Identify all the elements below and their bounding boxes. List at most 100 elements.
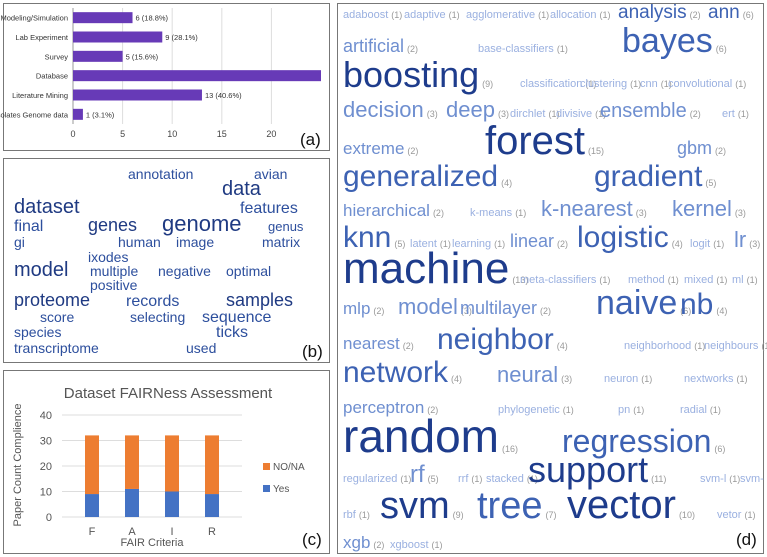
word-count: (1): [527, 474, 538, 484]
word-count: (1): [761, 341, 767, 351]
word-entry: ann (6): [708, 2, 754, 23]
word: knn: [343, 221, 391, 254]
word-count: (5): [428, 474, 439, 484]
word-count: (1): [735, 79, 746, 89]
word-count: (2): [557, 239, 568, 249]
word-entry: deep (3): [446, 97, 509, 122]
word: neighbor: [437, 323, 554, 356]
value-label: 1 (3.1%): [86, 110, 115, 119]
word-count: (1): [713, 239, 724, 249]
word: mlp: [343, 299, 370, 318]
category-label: Lab Experiment: [15, 33, 68, 42]
word: model: [398, 294, 458, 319]
word: svm-l: [700, 473, 726, 485]
word-entry: bayes (6): [622, 22, 727, 60]
word-count: (1): [710, 405, 721, 415]
word-entry: agglomerative (1): [466, 9, 549, 21]
word: records: [126, 293, 179, 310]
y-tick-label: 10: [40, 487, 52, 499]
word-entry: nb (4): [680, 288, 727, 321]
word-count: (1): [548, 109, 559, 119]
y-tick-label: 30: [40, 436, 52, 448]
word-entry: knn (5): [343, 221, 405, 254]
word-entry: analysis (2): [618, 2, 701, 23]
word: data: [222, 178, 262, 200]
bar-segment: [85, 435, 99, 495]
word-entry: support (11): [528, 449, 666, 490]
panel-c-frame: [3, 370, 330, 554]
word-count: (2): [690, 109, 701, 119]
word: generalized: [343, 160, 498, 193]
word-count: (4): [451, 374, 462, 384]
word-count: (13): [512, 275, 528, 285]
word: ixodes: [88, 249, 128, 265]
x-tick-label: R: [208, 526, 216, 538]
panel-label: (b): [302, 342, 323, 361]
word-count: (1): [694, 341, 705, 351]
word-entry: tree (7): [477, 485, 556, 527]
word: svm-: [740, 473, 764, 485]
word-count: (4): [557, 341, 568, 351]
x-tick-label: I: [170, 526, 173, 538]
word: support: [528, 449, 648, 490]
category-label: Database: [36, 72, 68, 81]
x-tick-label: 5: [120, 129, 125, 139]
word-count: (1): [538, 10, 549, 20]
word: linear: [510, 231, 554, 251]
word: neighborhood: [624, 340, 691, 352]
word-entry: neighbor (4): [437, 323, 568, 356]
word: score: [40, 309, 74, 325]
word: regression: [562, 423, 711, 459]
word-entry: logistic (4): [577, 221, 683, 254]
word: final: [14, 218, 43, 235]
y-axis-label: Paper Count Complience: [12, 404, 24, 527]
x-tick-label: 0: [70, 129, 75, 139]
word-entry: generalized (4): [343, 160, 512, 193]
word: adaboost: [343, 9, 388, 21]
word-count: (1): [471, 474, 482, 484]
word-entry: nearest (2): [343, 334, 414, 353]
word: bayes: [622, 22, 713, 60]
word: positive: [90, 277, 138, 293]
word-entry: svm-: [740, 473, 764, 485]
word-count: (2): [403, 341, 414, 351]
word: human: [118, 234, 161, 250]
word-count: (10): [679, 510, 695, 520]
word: learning: [452, 238, 491, 250]
word-count: (3): [498, 109, 509, 119]
legend-label: NO/NA: [273, 462, 305, 473]
word: phylogenetic: [498, 404, 560, 416]
bar: [73, 89, 202, 101]
word: analysis: [618, 2, 687, 23]
word-count: (6): [680, 306, 691, 316]
panel-b-frame: [3, 158, 330, 363]
word: boosting: [343, 54, 479, 95]
word: latent: [410, 238, 437, 250]
word-entry: base-classifiers (1): [478, 43, 568, 55]
word-entry: lr (3): [734, 227, 760, 252]
legend-swatch: [263, 463, 270, 470]
word-entry: rbf (1): [343, 509, 370, 521]
y-tick-label: 40: [40, 410, 52, 422]
bar-segment: [205, 435, 219, 495]
word-entry: method (1): [628, 274, 679, 286]
word: negative: [158, 263, 211, 279]
word: ann: [708, 2, 740, 23]
word-entry: perceptron (2): [343, 398, 438, 417]
word: sequence: [202, 309, 271, 326]
word: vector: [567, 483, 676, 527]
word-entry: allocation (1): [550, 9, 610, 21]
category-label: Survey: [45, 52, 69, 61]
word-count: (1): [737, 374, 748, 384]
word: gradient: [594, 160, 703, 193]
word-count: (2): [373, 540, 384, 550]
panel-label: (a): [300, 130, 321, 149]
word: genes: [88, 215, 137, 235]
word-count: (2): [407, 146, 418, 156]
panel-d-frame: [337, 3, 764, 554]
word: method: [628, 274, 665, 286]
word-count: (1): [729, 474, 740, 484]
word-count: (15): [588, 146, 604, 156]
word: features: [240, 200, 298, 217]
word: regularized: [343, 473, 397, 485]
